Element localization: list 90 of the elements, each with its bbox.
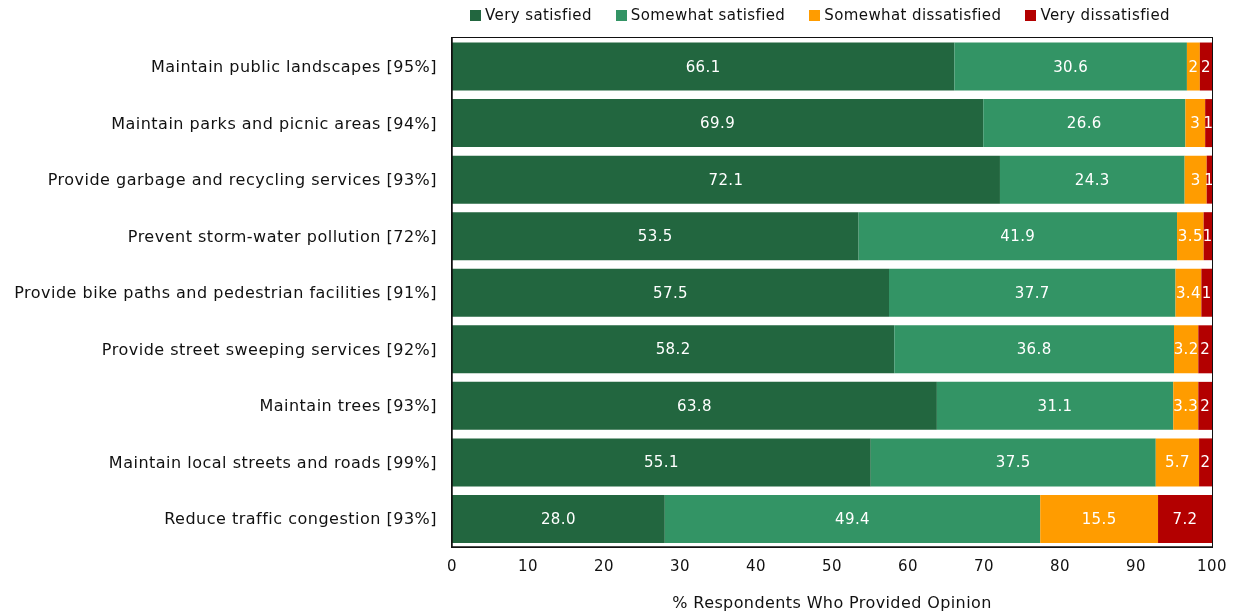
legend-label: Very dissatisfied: [1040, 6, 1170, 24]
data-label: 58.2: [655, 340, 691, 359]
bar: [954, 42, 1187, 91]
y-tick-label: Provide bike paths and pedestrian facilities [91%]: [14, 283, 437, 303]
x-axis-title: % Respondents Who Provided Opinion: [672, 593, 992, 612]
data-label: 31.1: [1037, 396, 1073, 415]
y-tick-label: Maintain trees [93%]: [259, 396, 437, 416]
bar: [452, 99, 984, 148]
bar: [936, 381, 1174, 430]
data-label: 26.6: [1066, 114, 1102, 133]
data-label: 69.9: [700, 114, 736, 133]
data-label: 2: [1200, 340, 1211, 359]
bar: [664, 494, 1041, 543]
data-label: 5.7: [1164, 453, 1190, 472]
x-tick-label: 10: [518, 556, 538, 575]
data-label: 37.7: [1014, 283, 1050, 302]
data-label: 49.4: [835, 509, 871, 528]
data-label: 63.8: [676, 396, 712, 415]
bar: [999, 155, 1185, 204]
bar: [1177, 212, 1204, 261]
data-label: 41.9: [1000, 227, 1036, 246]
x-tick-label: 50: [822, 556, 842, 575]
bar: [1199, 438, 1212, 487]
data-label: 1: [1203, 114, 1214, 133]
data-label: 55.1: [643, 453, 679, 472]
data-label: 66.1: [685, 57, 721, 76]
data-label: 3.5: [1177, 227, 1203, 246]
bar: [1040, 494, 1159, 543]
data-label: 3.3: [1173, 396, 1199, 415]
data-label: 3: [1190, 170, 1201, 189]
data-label: 37.5: [995, 453, 1031, 472]
bar: [1198, 381, 1212, 430]
bar: [452, 381, 937, 430]
x-tick-label: 30: [670, 556, 690, 575]
y-tick-label: Reduce traffic congestion [93%]: [164, 509, 437, 529]
y-tick-label: Provide garbage and recycling services [93%]: [47, 170, 437, 190]
bar: [889, 268, 1176, 317]
data-label: 53.5: [637, 227, 673, 246]
x-tick-label: 40: [746, 556, 766, 575]
data-label: 57.5: [653, 283, 688, 302]
y-tick-label: Provide street sweeping services [92%]: [101, 339, 437, 359]
bar: [1198, 325, 1212, 374]
bar: [1201, 268, 1212, 317]
data-label: 2: [1200, 57, 1211, 76]
y-tick-label: Maintain local streets and roads [99%]: [108, 452, 437, 472]
bar: [452, 212, 859, 261]
x-tick-label: 20: [594, 556, 614, 575]
bar: [1185, 99, 1206, 148]
y-tick-label: Maintain public landscapes [95%]: [150, 56, 437, 76]
bar: [452, 494, 665, 543]
bar: [1155, 438, 1200, 487]
data-label: 72.1: [708, 170, 744, 189]
bar: [1158, 494, 1212, 543]
legend-label: Somewhat satisfied: [630, 6, 786, 24]
data-label: 1: [1201, 283, 1212, 302]
bar: [452, 155, 1000, 204]
data-label: 24.3: [1074, 170, 1110, 189]
x-tick-label: 80: [1050, 556, 1070, 575]
data-label: 1: [1202, 227, 1213, 246]
data-label: 7.2: [1172, 509, 1198, 528]
y-tick-label: Maintain parks and picnic areas [94%]: [111, 113, 437, 133]
data-label: 36.8: [1016, 340, 1052, 359]
data-label: 2: [1200, 396, 1211, 415]
x-tick-label: 60: [898, 556, 918, 575]
data-label: 3: [1190, 114, 1201, 133]
x-tick-label: 90: [1126, 556, 1146, 575]
bar: [452, 42, 955, 91]
bar: [452, 268, 889, 317]
x-tick-label: 0: [447, 556, 457, 575]
data-label: 2: [1200, 453, 1211, 472]
legend-label: Very satisfied: [485, 6, 592, 24]
bar: [1186, 42, 1200, 91]
data-label: 30.6: [1053, 57, 1089, 76]
bar: [858, 212, 1178, 261]
data-label: 1: [1204, 170, 1215, 189]
data-label: 3.2: [1173, 340, 1199, 359]
y-tick-label: Prevent storm-water pollution [72%]: [127, 226, 437, 246]
data-label: 28.0: [540, 509, 576, 528]
bar: [870, 438, 1156, 487]
bar: [894, 325, 1174, 374]
bar: [983, 99, 1186, 148]
bar: [1184, 155, 1207, 204]
data-label: 15.5: [1081, 509, 1117, 528]
bar: [452, 438, 871, 487]
data-label: 3.4: [1175, 283, 1201, 302]
x-tick-label: 100: [1197, 556, 1227, 575]
bar: [452, 325, 895, 374]
legend-label: Somewhat dissatisfied: [824, 6, 1002, 24]
x-tick-label: 70: [974, 556, 994, 575]
data-label: 2: [1188, 57, 1199, 76]
